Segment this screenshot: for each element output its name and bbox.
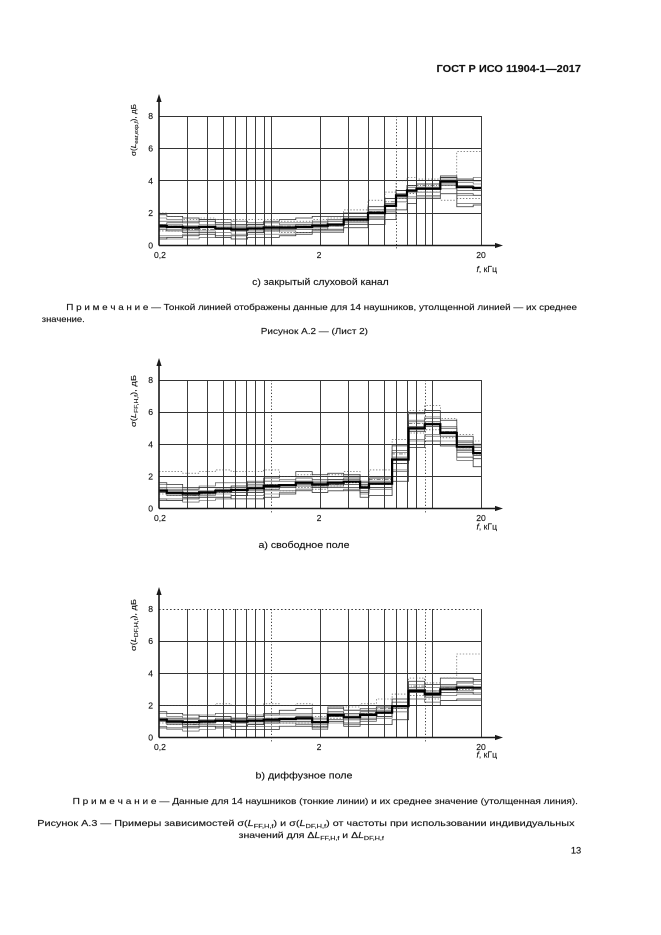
svg-text:f, кГц: f, кГц: [476, 750, 497, 760]
svg-text:13: 13: [571, 846, 581, 856]
svg-text:а) свободное поле: а) свободное поле: [259, 540, 350, 550]
svg-text:σ(Lear,exp,f), дБ: σ(Lear,exp,f), дБ: [129, 104, 140, 156]
svg-text:0: 0: [148, 241, 153, 251]
svg-text:f, кГц: f, кГц: [476, 522, 497, 532]
svg-text:2: 2: [148, 701, 153, 711]
svg-text:8: 8: [148, 111, 153, 121]
svg-text:Рисунок А.2 — (Лист 2): Рисунок А.2 — (Лист 2): [261, 326, 368, 336]
svg-text:ГОСТ Р ИСО 11904-1—2017: ГОСТ Р ИСО 11904-1—2017: [437, 64, 582, 75]
svg-text:4: 4: [148, 439, 153, 449]
svg-text:2: 2: [317, 742, 322, 752]
svg-text:σ(LFF,H,f), дБ: σ(LFF,H,f), дБ: [129, 375, 140, 427]
svg-text:6: 6: [148, 407, 153, 417]
svg-text:Рисунок А.3 — Примеры зависимо: Рисунок А.3 — Примеры зависимостей σ(LFF…: [37, 818, 575, 830]
svg-text:σ(LDF,H,f), дБ: σ(LDF,H,f), дБ: [129, 599, 140, 651]
svg-text:b) диффузное поле: b) диффузное поле: [256, 771, 353, 781]
svg-text:c) закрытый слуховой канал: c) закрытый слуховой канал: [252, 277, 389, 287]
svg-text:П р и м е ч а н и е — Данные д: П р и м е ч а н и е — Данные для 14 науш…: [73, 796, 578, 806]
svg-text:0,2: 0,2: [154, 513, 166, 523]
svg-text:2: 2: [317, 250, 322, 260]
svg-text:20: 20: [476, 513, 486, 523]
svg-text:0,2: 0,2: [154, 742, 166, 752]
svg-text:П р и м е ч а н и е — Тонкой л: П р и м е ч а н и е — Тонкой линией отоб…: [66, 302, 577, 312]
svg-text:0,2: 0,2: [154, 250, 166, 260]
svg-text:4: 4: [148, 668, 153, 678]
svg-text:0: 0: [148, 733, 153, 743]
svg-text:2: 2: [148, 208, 153, 218]
svg-text:2: 2: [317, 513, 322, 523]
svg-text:20: 20: [476, 742, 486, 752]
svg-text:f, кГц: f, кГц: [476, 264, 497, 274]
svg-text:4: 4: [148, 176, 153, 186]
svg-text:8: 8: [148, 375, 153, 385]
svg-text:20: 20: [476, 250, 486, 260]
svg-text:8: 8: [148, 604, 153, 614]
svg-text:0: 0: [148, 504, 153, 514]
svg-text:6: 6: [148, 144, 153, 154]
svg-text:значение.: значение.: [42, 314, 85, 324]
svg-text:6: 6: [148, 636, 153, 646]
svg-text:2: 2: [148, 472, 153, 482]
